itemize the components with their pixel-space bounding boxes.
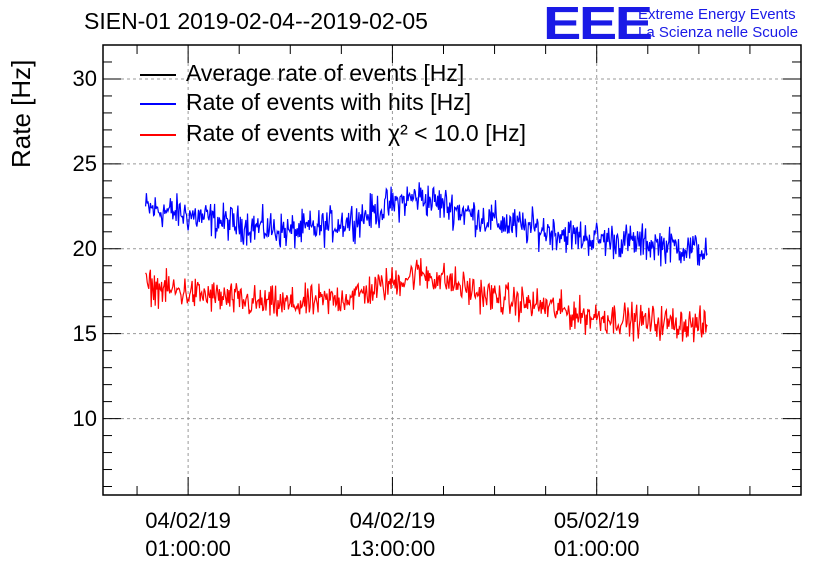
y-tick-label: 30 [72,65,97,91]
x-tick-date: 04/02/19 [145,508,231,533]
x-tick-label: 04/02/19 01:00:00 [108,507,268,563]
logo-line-1: Extreme Energy Events [638,6,796,23]
legend-label-hits: Rate of events with hits [Hz] [186,89,472,115]
legend-swatch-average [140,73,176,76]
legend-label-chi2: Rate of events with χ² < 10.0 [Hz] [186,120,526,146]
legend-label-average: Average rate of events [Hz] [186,60,465,86]
axis-ticks [103,44,802,495]
y-tick-label: 15 [72,320,97,346]
legend-swatch-chi2 [140,133,176,136]
x-tick-label: 04/02/19 13:00:00 [312,507,472,563]
legend-item-average: Average rate of events [Hz] [140,60,464,86]
series-group [145,182,708,343]
series-hits-line [145,182,708,267]
grid-lines [103,45,801,495]
y-axis-label: Rate [Hz] [6,59,36,168]
y-tick-label: 10 [72,405,97,431]
x-tick-time: 13:00:00 [349,536,436,561]
legend-item-hits: Rate of events with hits [Hz] [140,89,471,115]
x-tick-label: 05/02/19 01:00:00 [517,507,677,563]
logo-line-2: La Scienza nelle Scuole [638,24,799,41]
plot-frame [102,44,802,496]
x-tick-time: 01:00:00 [145,536,231,561]
series-chi2-line [145,258,708,343]
legend-item-chi2: Rate of events with χ² < 10.0 [Hz] [140,120,526,146]
x-tick-date: 04/02/19 [349,508,436,533]
x-tick-time: 01:00:00 [553,536,640,561]
x-tick-date: 05/02/19 [553,508,640,533]
legend-swatch-hits [140,102,176,105]
chart-title: SIEN-01 2019-02-04--2019-02-05 [84,8,428,34]
y-tick-label: 25 [72,150,97,176]
eee-logo: EEE [543,0,653,49]
y-tick-label: 20 [72,235,97,261]
